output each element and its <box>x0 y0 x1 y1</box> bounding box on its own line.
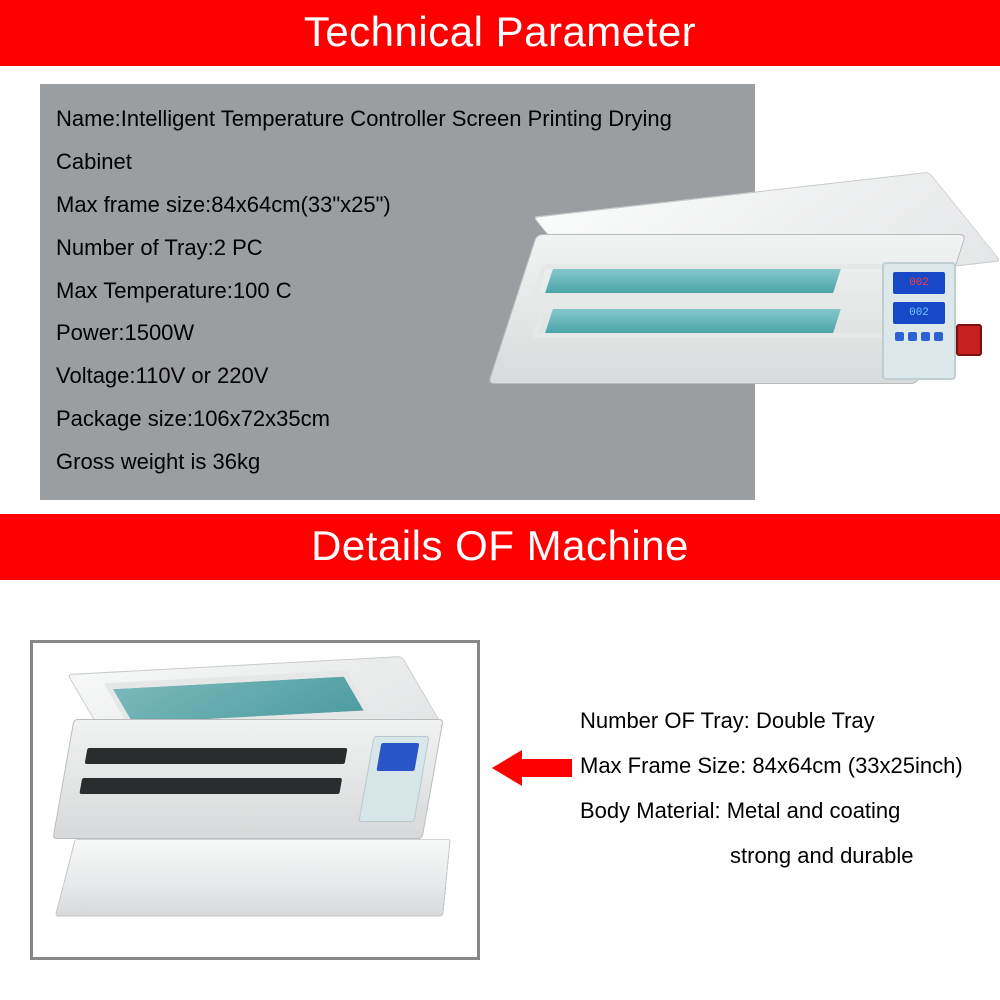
details-text-block: Number OF Tray: Double Tray Max Frame Si… <box>580 698 963 878</box>
panel-buttons-icon <box>884 332 954 341</box>
tray-2-icon <box>531 304 902 338</box>
control-panel2-icon <box>358 736 429 822</box>
temp-display-top: 002 <box>893 272 945 294</box>
power-switch-icon <box>956 324 982 356</box>
spec-line-weight: Gross weight is 36kg <box>56 441 739 484</box>
tray-1-icon <box>531 264 902 298</box>
cabinet2-body-icon <box>52 719 443 839</box>
tray-slot-1-icon <box>85 748 348 764</box>
detail-line-material: Body Material: Metal and coating <box>580 788 963 833</box>
detail-line-trays: Number OF Tray: Double Tray <box>580 698 963 743</box>
framed-product-image <box>30 640 480 960</box>
tray-slot-2-icon <box>79 778 342 794</box>
banner-details-of-machine: Details OF Machine <box>0 514 1000 580</box>
temp-display-bottom: 002 <box>893 302 945 324</box>
section-details-of-machine: Number OF Tray: Double Tray Max Frame Si… <box>0 580 1000 1000</box>
control-panel-icon: 002 002 <box>882 262 956 380</box>
detail-line-material-2: strong and durable <box>580 833 963 878</box>
detail-line-maxframe: Max Frame Size: 84x64cm (33x25inch) <box>580 743 963 788</box>
cabinet2-door-icon <box>55 839 451 917</box>
arrow-left-icon <box>492 750 572 786</box>
product-image-right: 002 002 <box>482 144 992 444</box>
banner-technical-parameter: Technical Parameter <box>0 0 1000 66</box>
section-technical-parameter: Name:Intelligent Temperature Controller … <box>0 84 1000 484</box>
